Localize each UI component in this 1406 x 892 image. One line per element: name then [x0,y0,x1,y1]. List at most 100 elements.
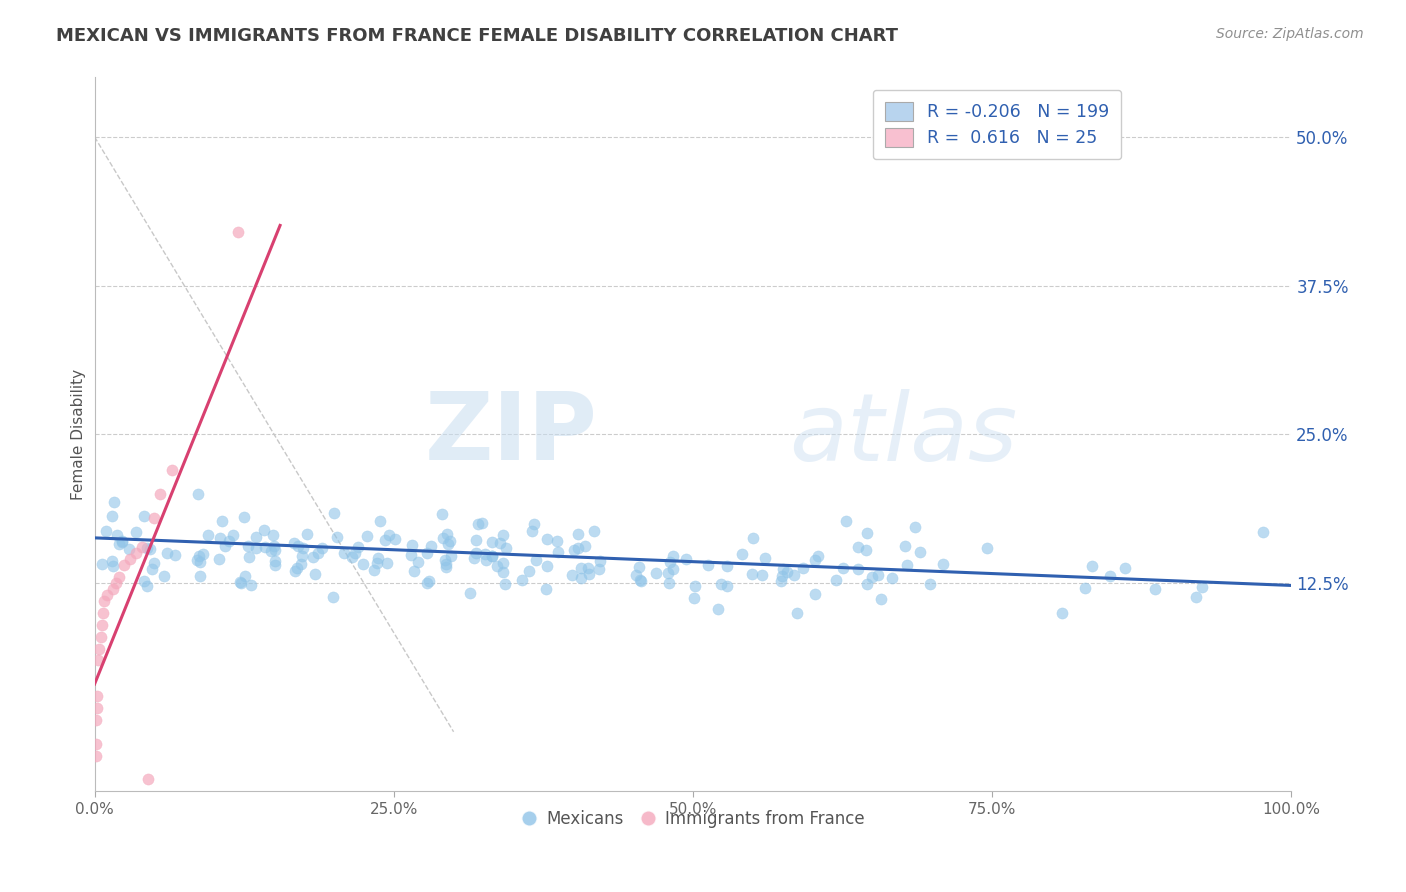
Point [283,536,305,550]
Point [163,548,186,562]
Point [238,549,260,564]
Point [517,564,540,578]
Point [343,546,366,560]
Point [976,541,998,555]
Point [101,558,124,573]
Point [188,555,211,569]
Point [90,617,112,632]
Point [132,509,155,524]
Point [162,463,184,477]
Point [84,748,107,763]
Point [131,541,153,555]
Point [110,533,132,548]
Point [401,538,423,552]
Point [86,689,108,703]
Point [291,541,314,555]
Point [439,533,461,548]
Point [1143,582,1166,597]
Point [786,607,808,621]
Point [481,535,503,549]
Point [896,558,918,573]
Point [366,556,388,570]
Point [536,532,558,546]
Point [347,540,370,554]
Point [208,551,231,566]
Point [94,524,117,538]
Point [731,547,754,561]
Point [628,573,651,587]
Point [236,539,259,553]
Point [520,524,543,539]
Point [860,570,883,584]
Point [263,554,285,568]
Point [259,543,281,558]
Point [209,531,232,545]
Point [87,653,110,667]
Point [589,554,612,568]
Point [90,557,112,571]
Point [101,582,124,596]
Point [467,517,489,532]
Point [139,541,162,556]
Point [474,553,496,567]
Point [562,543,585,558]
Point [835,514,858,528]
Point [363,563,385,577]
Point [141,562,163,576]
Point [214,539,236,553]
Point [197,528,219,542]
Point [697,558,720,573]
Point [474,547,496,561]
Point [295,527,318,541]
Point [191,547,214,561]
Point [770,574,793,588]
Point [582,524,605,539]
Point [628,560,651,574]
Y-axis label: Female Disability: Female Disability [72,368,86,500]
Point [1251,524,1274,539]
Point [143,556,166,570]
Point [233,509,256,524]
Point [630,574,652,588]
Point [432,531,454,545]
Point [287,561,309,575]
Point [569,560,592,574]
Point [436,526,458,541]
Point [855,542,877,557]
Point [291,549,314,563]
Point [1080,558,1102,573]
Point [894,539,917,553]
Point [149,487,172,501]
Point [523,516,546,531]
Point [856,526,879,541]
Point [218,534,240,549]
Point [367,551,389,566]
Point [108,537,131,551]
Point [754,551,776,566]
Point [143,796,166,810]
Point [440,549,463,563]
Point [547,544,569,558]
Point [264,542,287,557]
Point [356,529,378,543]
Point [683,579,706,593]
Point [253,541,276,555]
Point [433,553,456,567]
Point [186,553,208,567]
Point [245,530,267,544]
Point [465,546,488,560]
Point [825,574,848,588]
Point [322,590,344,604]
Point [415,546,437,560]
Point [245,541,267,555]
Point [510,574,533,588]
Point [118,541,141,556]
Point [716,579,738,593]
Point [263,539,285,553]
Point [846,540,869,554]
Point [481,549,503,563]
Point [93,594,115,608]
Point [846,561,869,575]
Point [253,523,276,537]
Point [463,550,485,565]
